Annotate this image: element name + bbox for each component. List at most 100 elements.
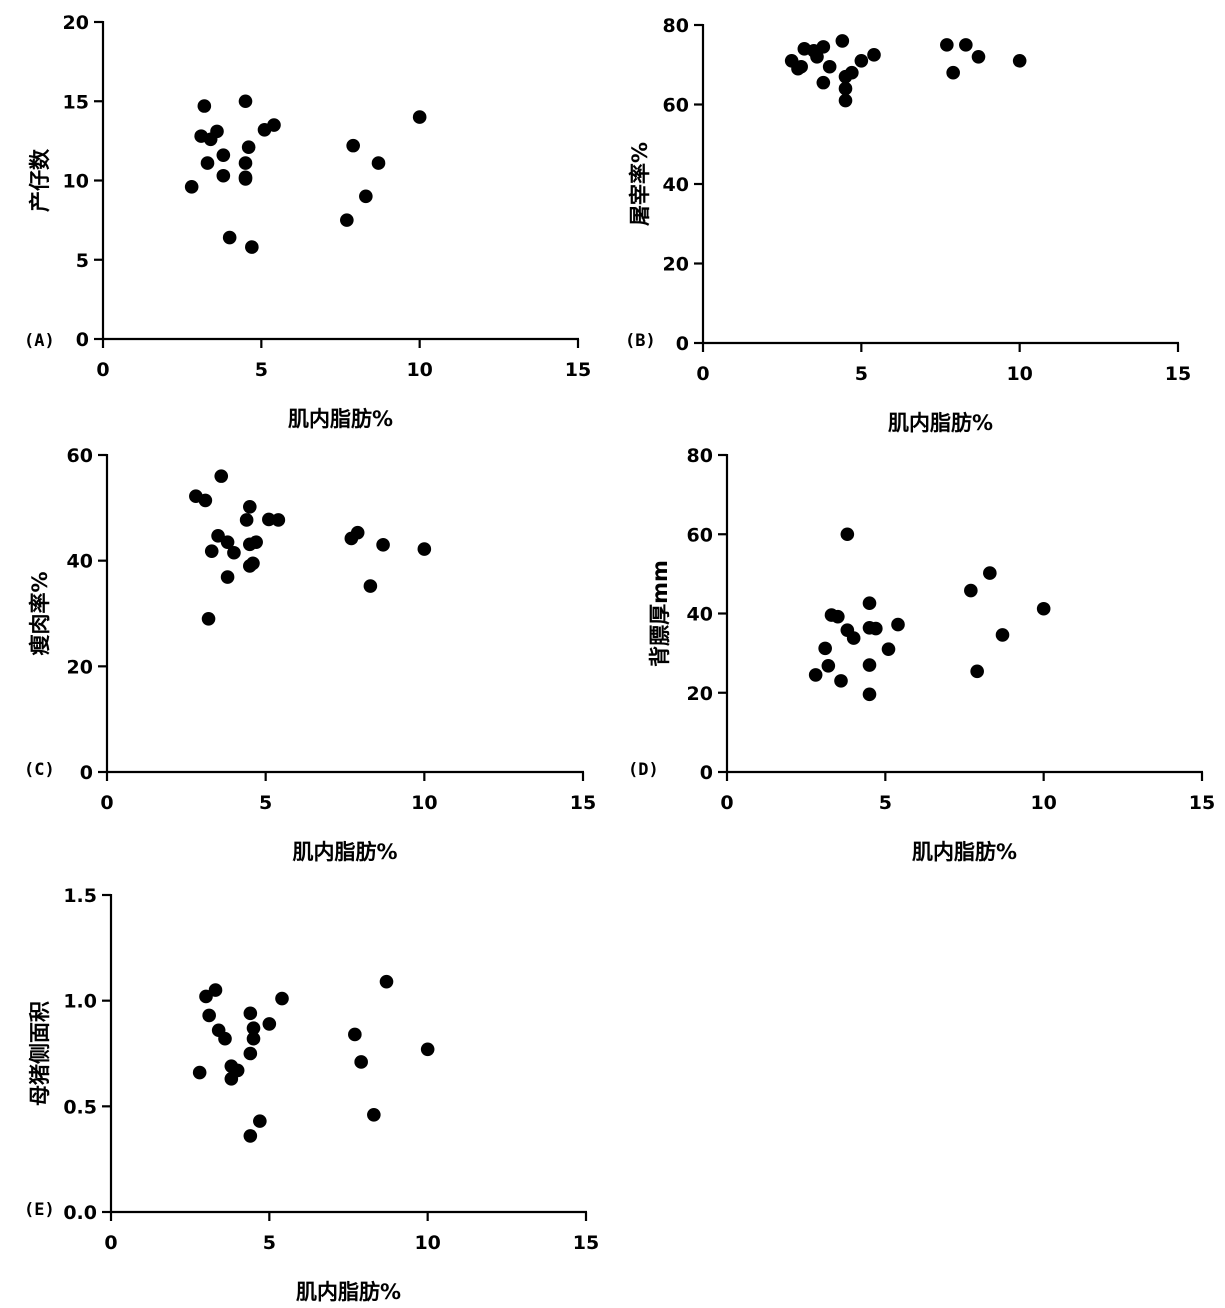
x-tick-label: 5	[263, 1232, 276, 1254]
data-point	[208, 983, 223, 997]
data-point	[946, 65, 960, 80]
y-axis-title: 母猪侧面积	[28, 1001, 52, 1106]
data-point	[227, 545, 241, 560]
x-tick-label: 5	[855, 363, 868, 385]
x-axis-title: 肌内脂肪%	[888, 411, 993, 435]
data-point	[216, 148, 231, 162]
y-tick-label: 80	[687, 445, 713, 467]
x-axis-title: 肌内脂肪%	[292, 840, 397, 864]
y-tick-label: 0.5	[63, 1096, 97, 1118]
x-tick-label: 10	[411, 792, 437, 814]
y-tick-label: 1.0	[63, 991, 97, 1013]
y-tick-label: 40	[687, 604, 713, 626]
data-point	[970, 664, 984, 679]
data-point	[838, 93, 853, 108]
y-tick-label: 20	[63, 12, 89, 34]
panel-label: (E)	[24, 1200, 55, 1220]
data-point	[230, 1063, 245, 1078]
data-point	[834, 674, 848, 688]
data-point	[808, 668, 823, 682]
data-point	[220, 535, 235, 549]
data-point	[959, 38, 973, 52]
data-point	[983, 566, 997, 580]
y-axis-title: 瘦肉率%	[28, 571, 52, 655]
data-point	[267, 118, 281, 132]
data-point	[216, 168, 231, 183]
data-point	[246, 1031, 261, 1046]
data-point	[818, 641, 832, 656]
data-point	[241, 140, 256, 155]
data-point	[862, 687, 877, 702]
data-point	[816, 75, 831, 90]
data-point	[201, 611, 216, 626]
data-point	[840, 527, 855, 542]
y-tick-label: 0	[676, 333, 689, 355]
data-point	[376, 538, 390, 552]
data-point	[420, 1042, 435, 1057]
data-point	[845, 65, 859, 80]
y-tick-label: 0	[80, 762, 93, 784]
y-tick-label: 80	[663, 15, 689, 37]
data-point	[881, 642, 896, 656]
data-point	[238, 172, 253, 186]
data-point	[412, 110, 427, 124]
y-axis-title: 背膘厚mm	[648, 560, 672, 667]
data-point	[198, 493, 213, 508]
data-point	[200, 156, 215, 170]
data-point	[867, 48, 881, 62]
y-tick-label: 40	[663, 174, 689, 196]
data-point	[869, 621, 883, 636]
y-tick-label: 0	[76, 329, 89, 351]
x-tick-label: 15	[565, 359, 591, 381]
data-point	[835, 34, 850, 48]
panel-label: (A)	[24, 331, 55, 351]
data-point	[275, 991, 289, 1006]
y-tick-label: 5	[76, 250, 89, 272]
scatter-panel-1: 0 5 10 15 0 5 10 15 20 肌内脂肪% 产仔数 (A)	[24, 12, 591, 431]
data-point	[831, 609, 845, 624]
x-tick-label: 15	[573, 1232, 599, 1254]
data-point	[367, 1107, 381, 1122]
data-point	[249, 535, 263, 549]
data-point	[238, 156, 253, 170]
y-tick-label: 60	[663, 95, 689, 117]
data-point	[359, 189, 373, 204]
data-point	[354, 1055, 368, 1069]
x-axis-title: 肌内脂肪%	[912, 840, 1017, 864]
data-point	[197, 99, 212, 113]
data-point	[204, 544, 219, 558]
data-point	[220, 570, 235, 584]
x-tick-label: 0	[104, 1232, 117, 1254]
y-tick-label: 15	[63, 91, 89, 113]
y-tick-label: 0.0	[63, 1202, 97, 1224]
x-tick-label: 0	[696, 363, 709, 385]
data-point	[192, 1065, 207, 1080]
data-point	[816, 40, 831, 54]
data-point	[794, 59, 808, 74]
data-point	[346, 138, 360, 153]
data-point	[862, 596, 877, 610]
panel-label: (D)	[628, 760, 659, 780]
data-point	[202, 1008, 216, 1023]
x-tick-label: 0	[720, 792, 733, 814]
y-tick-label: 20	[67, 656, 93, 678]
y-tick-label: 20	[687, 683, 713, 705]
data-point	[363, 579, 378, 593]
data-point	[891, 617, 905, 632]
data-point	[245, 240, 259, 254]
y-tick-label: 0	[700, 762, 713, 784]
data-point	[417, 542, 432, 556]
data-point	[838, 81, 853, 96]
x-tick-label: 5	[259, 792, 272, 814]
x-tick-label: 15	[1165, 363, 1191, 385]
data-point	[218, 1031, 232, 1046]
data-point	[971, 50, 986, 64]
data-point	[271, 513, 286, 527]
scatter-panel-2: 0 5 10 15 0 20 40 60 80 肌内脂肪% 屠宰率% (B)	[625, 15, 1191, 435]
data-point	[854, 53, 869, 68]
y-axis-title: 产仔数	[28, 148, 52, 212]
y-tick-label: 60	[67, 445, 93, 467]
x-tick-label: 10	[1030, 792, 1056, 814]
y-tick-label: 60	[687, 524, 713, 546]
